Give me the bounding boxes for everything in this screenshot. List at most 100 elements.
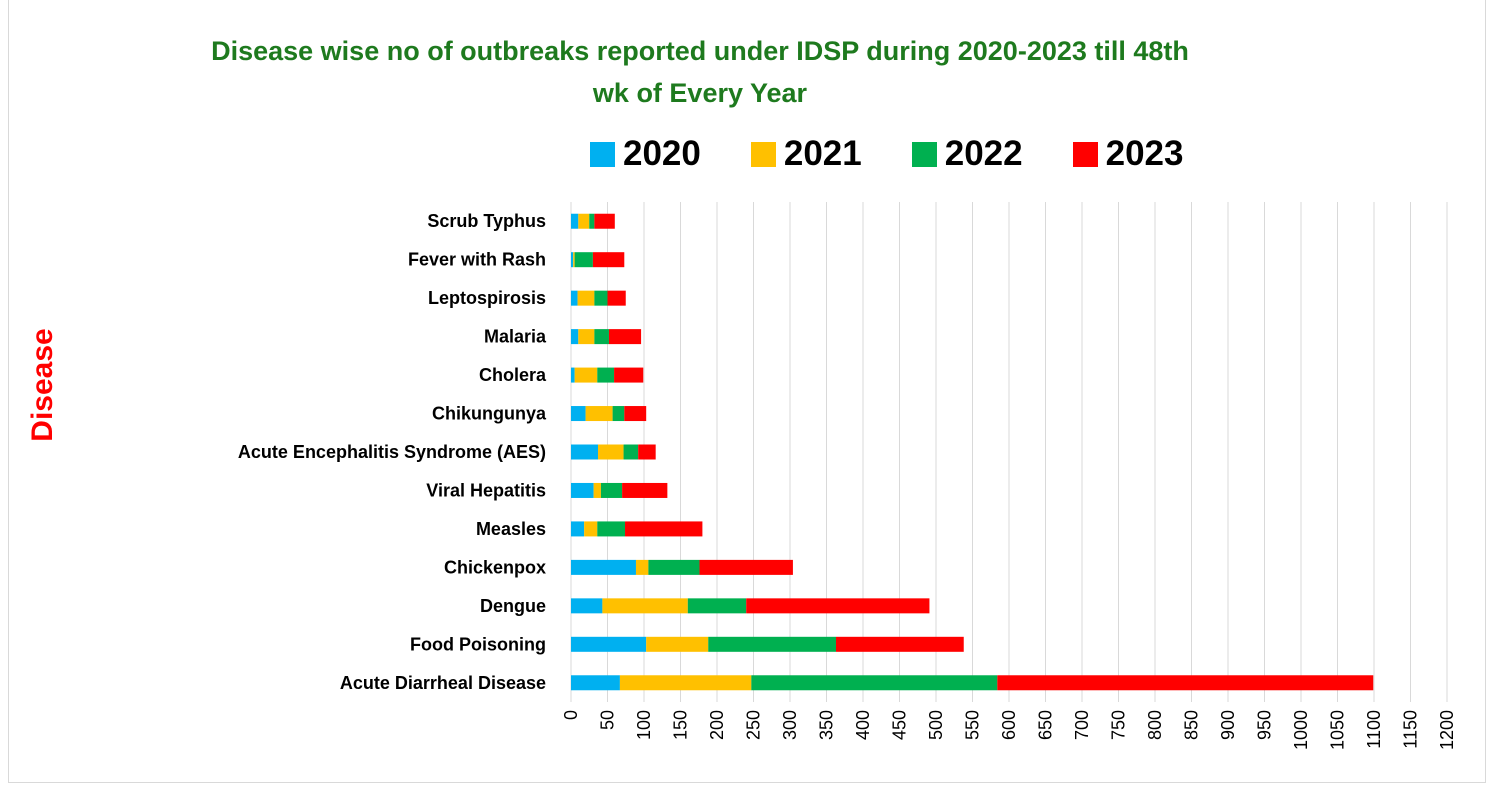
- x-tick-label: 900: [1218, 710, 1238, 740]
- legend-swatch: [1072, 141, 1098, 167]
- category-label: Chickenpox: [444, 557, 546, 577]
- bar-segment-2023: [997, 675, 1374, 691]
- bar-segment-2021: [646, 636, 709, 652]
- bar-segment-2021: [578, 329, 595, 345]
- bar-segment-2021: [584, 521, 598, 537]
- chart-title: Disease wise no of outbreaks reported un…: [211, 36, 1189, 108]
- category-label: Measles: [476, 519, 546, 539]
- category-label: Dengue: [480, 596, 546, 616]
- x-tick-label: 750: [1109, 710, 1129, 740]
- x-tick-label: 1000: [1291, 710, 1311, 750]
- bar-segment-2022: [708, 636, 836, 652]
- bar-segment-2020: [571, 329, 579, 345]
- x-tick-label: 200: [707, 710, 727, 740]
- x-tick-label: 100: [634, 710, 654, 740]
- x-tick-label: 50: [598, 710, 618, 730]
- bar-segment-2023: [592, 252, 625, 268]
- legend-label: 2022: [944, 134, 1023, 173]
- bar-segment-2022: [594, 329, 609, 345]
- bar-segment-2022: [687, 598, 747, 614]
- bar-segment-2020: [571, 559, 636, 575]
- x-tick-label: 950: [1255, 710, 1275, 740]
- x-tick-label: 150: [671, 710, 691, 740]
- bar-segment-2020: [571, 406, 586, 422]
- x-tick-label: 250: [744, 710, 764, 740]
- bar-segment-2020: [571, 636, 647, 652]
- bar-segment-2023: [622, 482, 668, 498]
- legend-item-2022: 2022: [911, 134, 1023, 174]
- legend-swatch: [750, 141, 776, 167]
- chart-frame: [8, 0, 1486, 783]
- bar-segment-2022: [623, 444, 639, 460]
- x-tick-label: 300: [780, 710, 800, 740]
- category-label: Cholera: [479, 365, 547, 385]
- bar-segment-2023: [607, 290, 626, 306]
- bar-segment-2021: [598, 444, 624, 460]
- x-tick-label: 700: [1072, 710, 1092, 740]
- x-tick-label: 650: [1036, 710, 1056, 740]
- legend-swatch: [590, 141, 615, 167]
- bar-segment-2023: [835, 636, 964, 652]
- bar-segment-2020: [571, 290, 578, 306]
- bar-segment-2022: [612, 406, 625, 422]
- bar-segment-2022: [589, 213, 595, 229]
- bar-segment-2020: [571, 598, 603, 614]
- bar-segment-2022: [574, 252, 593, 268]
- bar-segment-2022: [594, 290, 608, 306]
- category-label: Fever with Rash: [408, 250, 546, 270]
- bar-segment-2022: [597, 367, 615, 383]
- legend-label: 2020: [623, 134, 701, 173]
- bar-segment-2020: [571, 444, 599, 460]
- x-tick-label: 550: [963, 710, 983, 740]
- category-label: Chikungunya: [432, 404, 547, 424]
- x-tick-label: 1100: [1364, 710, 1384, 749]
- bar-segment-2021: [574, 367, 598, 383]
- bar-segment-2021: [577, 290, 595, 306]
- legend-item-2021: 2021: [750, 134, 862, 174]
- bar-segment-2023: [699, 559, 793, 575]
- bar-segment-2023: [608, 329, 642, 345]
- x-tick-label: 1200: [1437, 710, 1457, 750]
- x-tick-label: 450: [890, 710, 910, 740]
- category-label: Acute Diarrheal Disease: [340, 673, 546, 693]
- bar-segment-2021: [619, 675, 752, 691]
- legend: 2020 2021 2022 2023: [590, 130, 1234, 178]
- bar-segment-2021: [602, 598, 688, 614]
- x-tick-label: 850: [1182, 710, 1202, 740]
- bar-segment-2022: [600, 482, 623, 498]
- category-label: Malaria: [484, 327, 547, 347]
- bar-segment-2020: [571, 482, 594, 498]
- legend-item-2023: 2023: [1072, 134, 1184, 174]
- bar-segment-2023: [624, 406, 647, 422]
- bar-segment-2020: [571, 213, 579, 229]
- category-label: Leptospirosis: [428, 288, 546, 308]
- x-tick-label: 1050: [1328, 710, 1348, 750]
- legend-label: 2021: [783, 134, 862, 173]
- x-tick-label: 1150: [1401, 710, 1421, 749]
- bar-segment-2021: [585, 406, 613, 422]
- x-tick-label: 0: [561, 710, 581, 720]
- category-label: Food Poisoning: [410, 634, 546, 654]
- bar-segment-2022: [648, 559, 700, 575]
- category-label: Viral Hepatitis: [426, 480, 546, 500]
- x-tick-label: 600: [999, 710, 1019, 740]
- bar-segment-2021: [573, 252, 575, 268]
- x-tick-label: 350: [817, 710, 837, 740]
- x-tick-label: 400: [853, 710, 873, 740]
- bar-segment-2020: [571, 675, 620, 691]
- x-tick-label: 800: [1145, 710, 1165, 740]
- bar-segment-2020: [571, 521, 585, 537]
- x-tick-label: 500: [926, 710, 946, 740]
- category-label: Scrub Typhus: [427, 211, 546, 231]
- bar-segment-2021: [635, 559, 649, 575]
- category-label: Acute Encephalitis Syndrome (AES): [238, 442, 546, 462]
- bar-segment-2023: [614, 367, 644, 383]
- bar-segment-2023: [746, 598, 930, 614]
- bar-segment-2023: [625, 521, 703, 537]
- legend-item-2020: 2020: [590, 134, 701, 174]
- bar-segment-2021: [593, 482, 601, 498]
- bar-segment-2020: [571, 367, 575, 383]
- legend-label: 2023: [1105, 134, 1184, 173]
- bar-segment-2023: [594, 213, 615, 229]
